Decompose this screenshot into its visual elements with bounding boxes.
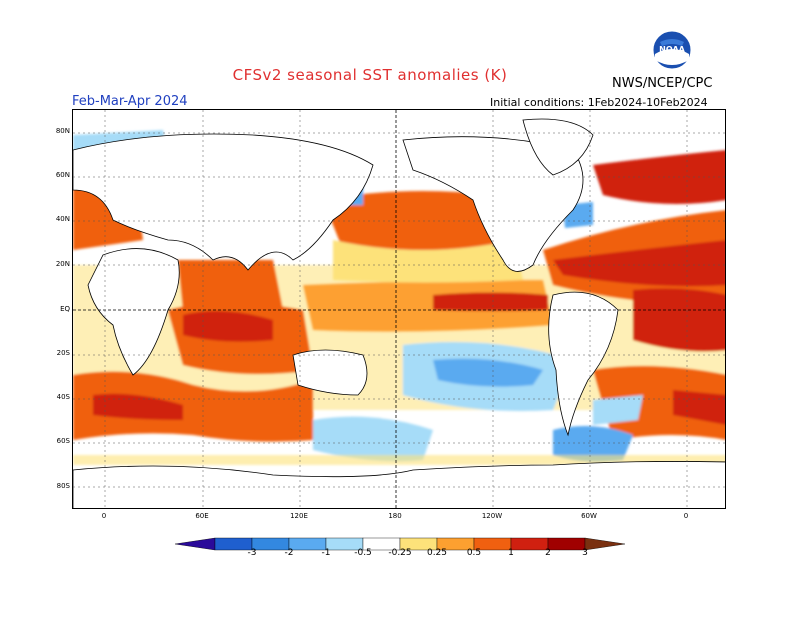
antarctica: [73, 461, 725, 508]
lon-label-180: 180: [388, 512, 402, 520]
lat-label-60n: 60N: [55, 171, 70, 179]
south-pacific-cool-mid: [433, 358, 543, 387]
lon-label-120w: 120W: [481, 512, 503, 520]
lon-label-0-east: 0: [683, 512, 689, 520]
equatorial-pacific-red: [433, 292, 548, 311]
indian-ocean-red: [183, 311, 273, 342]
lat-label-eq: EQ: [60, 305, 70, 313]
colorbar-label: -0.25: [388, 548, 412, 558]
lon-label-60e: 60E: [195, 512, 209, 520]
colorbar-svg: [174, 537, 626, 551]
colorbar-segment: [174, 537, 216, 551]
lat-label-40n: 40N: [55, 215, 70, 223]
drake-cool: [553, 426, 633, 462]
southern-ocean-warm: [73, 371, 313, 442]
colorbar: [174, 536, 626, 551]
map-svg: [73, 110, 725, 508]
sst-anomaly-map: [72, 109, 726, 509]
greenland: [522, 118, 594, 176]
southern-ocean-cool: [313, 416, 433, 462]
australia: [292, 349, 368, 396]
colorbar-label: 0.5: [466, 548, 482, 558]
anomaly-fields: [73, 130, 725, 465]
north-atlantic-red: [553, 240, 725, 287]
north-pacific-warm: [323, 191, 513, 254]
lon-label-0: 0: [101, 512, 107, 520]
lat-label-20n: 20N: [55, 260, 70, 268]
forecast-period: Feb-Mar-Apr 2024: [72, 94, 188, 109]
land-masses: [73, 118, 725, 508]
colorbar-label: -2: [284, 548, 294, 558]
page-title: CFSv2 seasonal SST anomalies (K): [232, 66, 508, 84]
colorbar-label: 2: [545, 548, 551, 558]
colorbar-label: -3: [247, 548, 257, 558]
lat-label-80s: 80S: [56, 482, 70, 490]
colorbar-label: 1: [508, 548, 514, 558]
lat-label-20s: 20S: [56, 349, 70, 357]
south-atlantic-warm: [593, 366, 725, 440]
africa: [87, 248, 180, 376]
south-america: [548, 291, 619, 437]
colorbar-label: -0.5: [354, 548, 372, 558]
north-pacific-light: [333, 240, 523, 283]
logo-text: NOAA: [659, 45, 685, 54]
lat-label-40s: 40S: [56, 393, 70, 401]
southern-ocean-red: [93, 393, 183, 420]
arabian-sea-warm: [178, 260, 283, 310]
logo: NOAA: [652, 30, 692, 70]
tropical-atlantic-red: [633, 288, 725, 352]
colorbar-segment: [584, 537, 626, 551]
initial-conditions: Initial conditions: 1Feb2024-10Feb2024: [490, 96, 708, 109]
eurasia: [73, 133, 374, 271]
agency-label: NWS/NCEP/CPC: [612, 76, 713, 91]
south-atlantic-red: [673, 390, 725, 425]
colorbar-label: 0.25: [426, 548, 448, 558]
lon-label-120e: 120E: [290, 512, 308, 520]
lat-label-60s: 60S: [56, 437, 70, 445]
colorbar-label: 3: [582, 548, 588, 558]
colorbar-label: -1: [321, 548, 331, 558]
antarctic-fringe-light: [73, 455, 725, 465]
south-atlantic-cool: [593, 395, 643, 425]
lon-label-60w: 60W: [581, 512, 597, 520]
lat-label-80n: 80N: [55, 127, 70, 135]
